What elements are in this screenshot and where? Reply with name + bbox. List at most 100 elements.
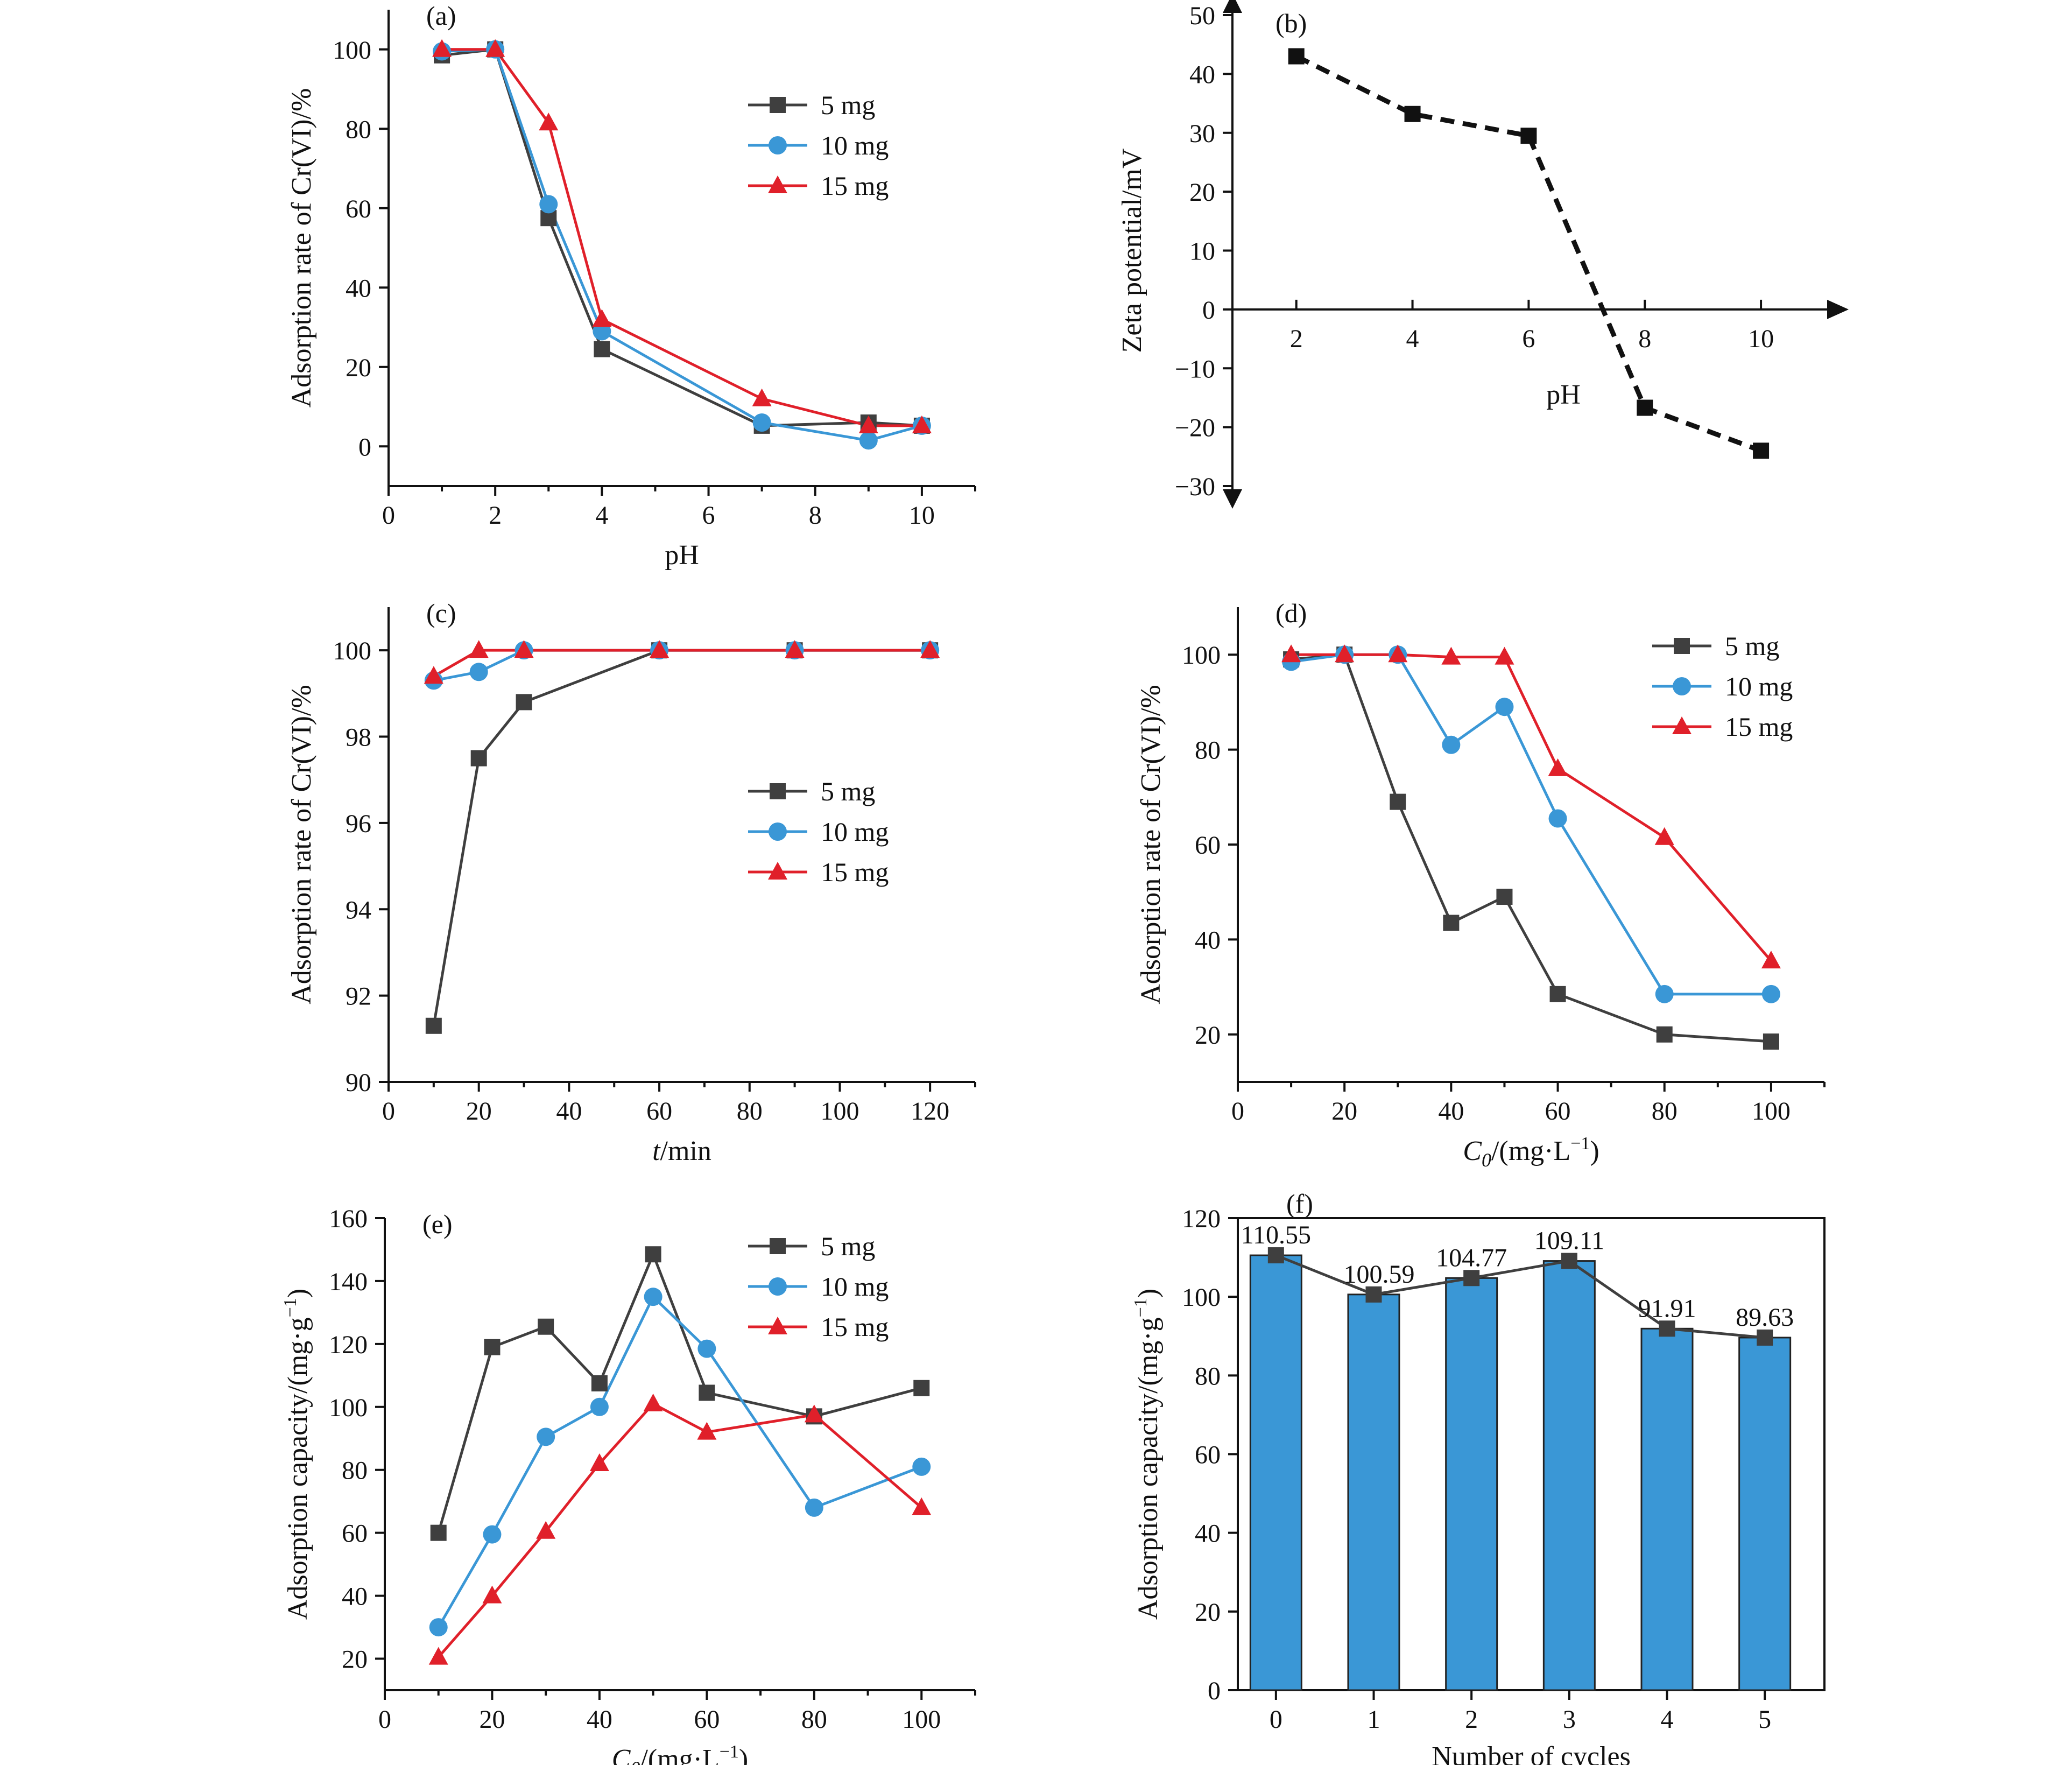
y-tick-label: 80 (342, 1457, 368, 1485)
zeta-point (1404, 106, 1421, 122)
y-tick-label: 94 (346, 896, 371, 924)
y-tick-label: 40 (1189, 60, 1215, 89)
bar-cycle-4 (1640, 1327, 1694, 1691)
data-point-5mg (425, 1017, 442, 1034)
legend-marker (770, 97, 786, 113)
x-tick-label: 100 (902, 1705, 941, 1734)
x-tick-label: 3 (1563, 1705, 1576, 1734)
data-point-15mg (697, 1422, 717, 1440)
y-tick-label: 96 (346, 810, 371, 838)
data-point-5mg (645, 1246, 661, 1263)
data-point-5mg (1496, 889, 1513, 905)
data-point-15mg (592, 309, 612, 327)
x-tick-label: 8 (1638, 325, 1651, 353)
x-tick-label: 80 (1652, 1097, 1678, 1126)
legend-label: 15 mg (821, 171, 889, 201)
legend-label: 15 mg (821, 857, 889, 887)
x-tick-label: 0 (1231, 1097, 1244, 1126)
data-point-10mg (539, 195, 558, 214)
x-tick-label: 60 (646, 1097, 672, 1126)
data-point-15mg (920, 640, 940, 658)
zeta-point (1520, 128, 1537, 144)
chart-panel-f: 0 20 40 60 80 100 120 0 1 2 3 4 5 110.55 100.59 104.77 1… (1131, 1189, 1826, 1765)
x-tick-label: 2 (1465, 1705, 1478, 1734)
y-tick-label: 60 (1195, 831, 1221, 860)
x-tick-label: 120 (911, 1097, 949, 1126)
panel-label: (c) (426, 598, 456, 628)
axis-frame (387, 10, 975, 487)
data-point-15mg (1388, 644, 1408, 663)
data-point-10mg (912, 1457, 931, 1476)
x-tick-label: 0 (378, 1705, 391, 1734)
zeta-point (1637, 399, 1653, 416)
overlay-point (1463, 1270, 1480, 1286)
y-axis-title: Adsorption rate of Cr(VI)/% (286, 685, 317, 1004)
data-point-15mg (650, 640, 669, 658)
legend-label: 10 mg (821, 1271, 889, 1302)
x-tick-label: 2 (489, 501, 502, 530)
legend-label: 10 mg (821, 817, 889, 847)
data-point-15mg (428, 1647, 448, 1665)
data-point-15mg (1761, 951, 1781, 969)
data-point-15mg (1335, 644, 1355, 663)
series-line-10mg (433, 649, 931, 682)
legend-label: 5 mg (821, 776, 875, 806)
data-point-15mg (912, 1497, 932, 1515)
y-tick-label: 60 (1195, 1441, 1221, 1469)
x-tick-label: 8 (809, 501, 822, 530)
y-tick-label: 0 (358, 433, 371, 461)
data-point-10mg (429, 1618, 448, 1637)
data-point-15mg (469, 640, 489, 658)
y-tick-label: 90 (346, 1068, 371, 1097)
data-point-15mg (539, 112, 559, 131)
bar-cycle-0 (1249, 1254, 1302, 1691)
legend-marker (769, 822, 787, 841)
x-tick-label: 6 (702, 501, 715, 530)
y-tick-label: 100 (333, 637, 371, 665)
data-point-5mg (484, 1339, 501, 1355)
data-point-15mg (1441, 646, 1461, 665)
x-tick-label: 10 (1748, 325, 1774, 353)
series-line-15mg (437, 1402, 922, 1658)
data-point-10mg (644, 1288, 663, 1306)
data-point-15mg (643, 1393, 663, 1411)
data-point-10mg (469, 663, 488, 681)
data-point-15mg (785, 640, 805, 658)
x-tick-label: 60 (1545, 1097, 1571, 1126)
legend-marker (769, 1277, 787, 1296)
data-point-10mg (805, 1498, 823, 1517)
data-point-5mg (591, 1375, 608, 1391)
data-point-15mg (432, 39, 452, 57)
x-tick-label: 40 (1438, 1097, 1464, 1126)
y-tick-label: 0 (1202, 296, 1215, 325)
x-tick-label: 20 (1331, 1097, 1357, 1126)
data-point-5mg (594, 341, 610, 357)
bar-value-label: 110.55 (1241, 1221, 1311, 1249)
y-tick-label: 0 (1208, 1677, 1221, 1705)
legend-marker (1673, 677, 1691, 695)
y-tick-label: 100 (1182, 1283, 1221, 1312)
data-point-15mg (804, 1404, 824, 1423)
y-tick-label: 100 (333, 36, 371, 65)
data-point-10mg (1495, 698, 1514, 716)
y-axis-title: Adsorption rate of Cr(VI)/% (1136, 685, 1166, 1004)
overlay-line (1275, 1254, 1765, 1339)
data-point-15mg (589, 1453, 609, 1472)
y-axis-arrow-up (1223, 0, 1242, 13)
panel-label: (a) (426, 1, 456, 31)
x-axis-title: pH (1546, 379, 1581, 410)
legend-marker (770, 783, 786, 799)
data-point-10mg (537, 1428, 555, 1446)
panel-label: (d) (1275, 598, 1307, 628)
y-tick-label: 40 (342, 1583, 368, 1611)
y-tick-label: 30 (1189, 119, 1215, 148)
data-point-15mg (485, 39, 505, 57)
y-tick-label: 40 (346, 274, 371, 303)
y-axis-title: Adsorption capacity/(mg·g−1) (280, 1289, 313, 1620)
panel-label: (e) (422, 1209, 453, 1239)
data-point-15mg (514, 640, 534, 658)
x-tick-label: 6 (1522, 325, 1535, 353)
x-tick-label: 4 (595, 501, 608, 530)
